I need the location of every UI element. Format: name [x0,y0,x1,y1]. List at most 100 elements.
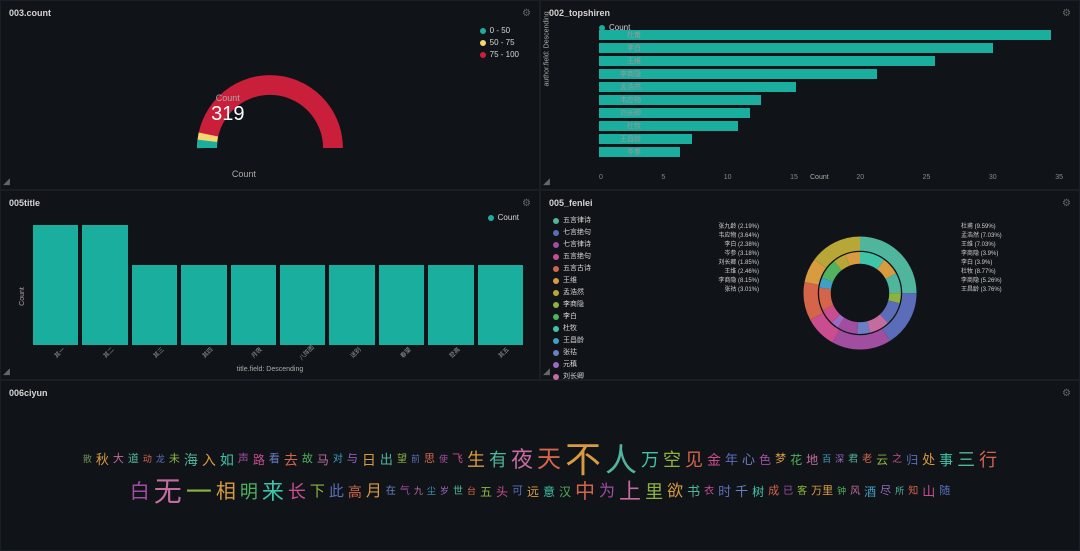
cloud-word[interactable]: 梦 [773,454,788,465]
collapse-icon[interactable]: ◢ [3,176,10,187]
cloud-word[interactable]: 云 [874,454,890,466]
cloud-word[interactable]: 头 [494,486,510,498]
cloud-word[interactable]: 随 [937,486,952,497]
cloud-word[interactable]: 处 [920,453,937,466]
cloud-word[interactable]: 远 [525,486,541,498]
cloud-word[interactable]: 对 [331,455,345,465]
cloud-word[interactable]: 深 [833,455,846,464]
cloud-word[interactable]: 气 [398,487,412,497]
cloud-word[interactable]: 所 [893,487,906,496]
cloud-word[interactable]: 世 [451,487,465,497]
vbar[interactable]: 月夜 [231,265,276,345]
cloud-word[interactable]: 客 [795,487,809,497]
cloud-word[interactable]: 汉 [557,486,573,498]
cloud-word[interactable]: 如 [218,453,236,467]
hbar-row[interactable]: 李商隐 [599,68,1063,80]
cloud-word[interactable]: 出 [378,453,395,466]
hbar-row[interactable]: 刘长卿 [599,107,1063,119]
cloud-word[interactable]: 心 [740,453,757,466]
cloud-word[interactable]: 事 [937,453,955,467]
gear-icon[interactable]: ⚙ [1062,198,1071,209]
cloud-word[interactable]: 酒 [862,486,878,498]
cloud-word[interactable]: 明 [238,483,260,501]
cloud-word[interactable]: 高 [346,485,364,499]
cloud-word[interactable]: 年 [723,453,740,466]
cloud-word[interactable]: 动 [141,455,154,464]
hbar-row[interactable]: 韦应物 [599,94,1063,106]
gear-icon[interactable]: ⚙ [522,198,531,209]
gear-icon[interactable]: ⚙ [1062,388,1071,399]
cloud-word[interactable]: 大 [111,454,126,465]
cloud-word[interactable]: 空 [661,451,683,469]
cloud-word[interactable]: 老 [860,455,874,465]
cloud-word[interactable]: 秋 [94,453,111,466]
hbar-row[interactable]: 岑参 [599,146,1063,158]
cloud-word[interactable]: 人 [603,444,639,476]
cloud-word[interactable]: 万里 [809,486,835,497]
cloud-word[interactable]: 声 [236,454,251,465]
cloud-word[interactable]: 无 [152,478,184,506]
cloud-word[interactable]: 千 [733,485,750,498]
cloud-word[interactable]: 思 [422,454,437,465]
cloud-word[interactable]: 与 [345,454,360,465]
hbar-row[interactable]: 李白 [599,42,1063,54]
cloud-word[interactable]: 山 [920,485,937,498]
cloud-word[interactable]: 万 [639,451,661,469]
cloud-word[interactable]: 意 [541,486,557,498]
collapse-icon[interactable]: ◢ [543,176,550,187]
cloud-word[interactable]: 散 [81,455,94,464]
vbar[interactable]: 其二 [82,225,127,345]
vbar[interactable]: 春望 [379,265,424,345]
cloud-word[interactable]: 生 [465,451,487,469]
cloud-word[interactable]: 时 [716,485,733,498]
cloud-word[interactable]: 五 [478,486,494,498]
cloud-word[interactable]: 行 [977,451,999,469]
cloud-word[interactable]: 龙 [154,455,167,464]
cloud-word[interactable]: 中 [573,482,597,502]
cloud-word[interactable]: 不 [563,442,603,478]
cloud-word[interactable]: 见 [683,451,705,469]
cloud-word[interactable]: 色 [757,454,773,466]
cloud-word[interactable]: 书 [685,485,702,498]
hbar-row[interactable]: 杜甫 [599,29,1063,41]
cloud-word[interactable]: 里 [643,483,665,501]
cloud-word[interactable]: 望 [395,455,409,465]
vbar[interactable]: 八阵图 [280,265,325,345]
cloud-word[interactable]: 成 [766,486,781,497]
cloud-word[interactable]: 下 [308,484,327,499]
cloud-word[interactable]: 使 [437,455,450,464]
cloud-word[interactable]: 上 [617,481,643,503]
cloud-word[interactable]: 入 [200,453,218,467]
cloud-word[interactable]: 未 [167,454,182,465]
cloud-word[interactable]: 百 [820,455,833,464]
vbar[interactable]: 其五 [478,265,523,345]
cloud-word[interactable]: 钟 [835,487,848,496]
cloud-word[interactable]: 欲 [665,484,685,500]
cloud-word[interactable]: 前 [409,455,422,464]
cloud-word[interactable]: 花 [788,454,804,466]
collapse-icon[interactable]: ◢ [543,366,550,377]
hbar-row[interactable]: 杜牧 [599,120,1063,132]
cloud-word[interactable]: 衣 [702,487,716,497]
hbar-row[interactable]: 王维 [599,55,1063,67]
cloud-word[interactable]: 道 [126,454,141,465]
vbar[interactable]: 送别 [329,265,374,345]
vbar[interactable]: 其一 [33,225,78,345]
cloud-word[interactable]: 相 [214,482,238,502]
cloud-word[interactable]: 夜 [509,449,535,471]
cloud-word[interactable]: 岁 [438,487,451,496]
cloud-word[interactable]: 去 [282,453,300,467]
cloud-word[interactable]: 海 [182,453,200,467]
cloud-word[interactable]: 此 [327,484,346,499]
vbar[interactable]: 登高 [428,265,473,345]
gear-icon[interactable]: ⚙ [1062,8,1071,19]
cloud-word[interactable]: 路 [251,454,267,466]
cloud-word[interactable]: 尽 [878,486,893,497]
cloud-word[interactable]: 归 [904,454,920,466]
cloud-word[interactable]: 风 [848,487,862,497]
cloud-word[interactable]: 三 [955,451,977,469]
cloud-word[interactable]: 九 [412,487,425,496]
cloud-word[interactable]: 日 [360,453,378,467]
cloud-word[interactable]: 台 [465,487,478,496]
cloud-word[interactable]: 可 [510,486,525,497]
